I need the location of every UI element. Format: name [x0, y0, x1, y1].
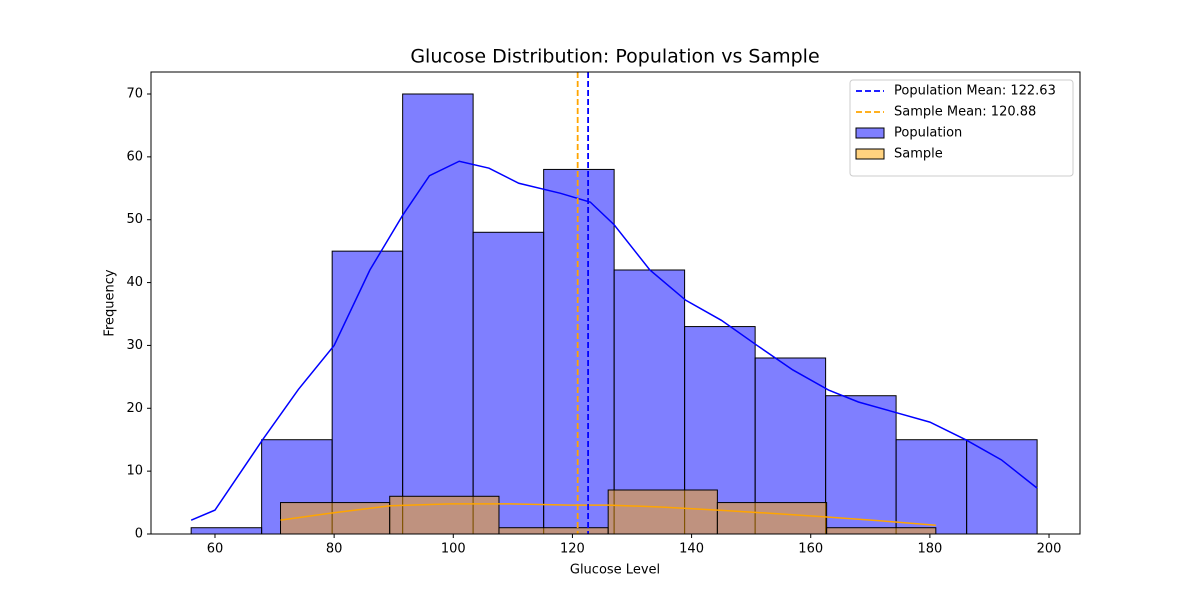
legend-patch: [855, 148, 885, 160]
y-tick-label: 60: [126, 149, 143, 164]
histogram-bar: [472, 231, 545, 535]
histogram-bar: [826, 527, 937, 535]
histogram-bar: [825, 395, 897, 535]
legend: Population Mean: 122.63 Sample Mean: 120.…: [849, 79, 1074, 177]
plot-frame: [150, 71, 1081, 535]
kde-line: [280, 503, 936, 526]
x-tick-label: 80: [326, 542, 343, 557]
y-tick-label: 20: [126, 401, 143, 416]
histogram-bar: [331, 250, 404, 535]
histogram-bar: [389, 495, 500, 535]
histogram-bar: [402, 93, 474, 535]
legend-label: Sample Mean: 120.88: [894, 105, 1036, 120]
x-tick-label: 200: [1037, 542, 1062, 557]
legend-label: Sample: [894, 147, 943, 162]
x-axis-label: Glucose Level: [570, 563, 660, 578]
x-tick-label: 120: [560, 542, 585, 557]
kde-line: [190, 160, 1038, 521]
y-tick-label: 10: [126, 464, 143, 479]
x-tick-label: 60: [207, 542, 224, 557]
legend-patch: [855, 127, 885, 139]
y-axis-label: Frequency: [103, 269, 118, 336]
histogram-bar: [190, 527, 263, 535]
histogram-bar: [498, 527, 609, 535]
histogram-bar: [607, 489, 718, 535]
histogram-bar: [966, 439, 1038, 535]
x-tick-label: 180: [917, 542, 942, 557]
histogram-bar: [895, 439, 968, 535]
x-tick-label: 160: [798, 542, 823, 557]
y-tick-label: 40: [126, 275, 143, 290]
y-tick-label: 0: [135, 527, 143, 542]
x-tick-label: 100: [441, 542, 466, 557]
chart-title: Glucose Distribution: Population vs Samp…: [410, 46, 819, 68]
histogram-bar: [716, 502, 828, 535]
x-tick-label: 140: [679, 542, 704, 557]
histogram-bar: [543, 168, 615, 535]
y-tick-label: 50: [126, 212, 143, 227]
legend-box: [849, 79, 1074, 177]
y-tick-label: 30: [126, 338, 143, 353]
legend-label: Population Mean: 122.63: [894, 84, 1056, 99]
legend-label: Population: [894, 126, 962, 141]
y-tick-label: 70: [126, 87, 143, 102]
